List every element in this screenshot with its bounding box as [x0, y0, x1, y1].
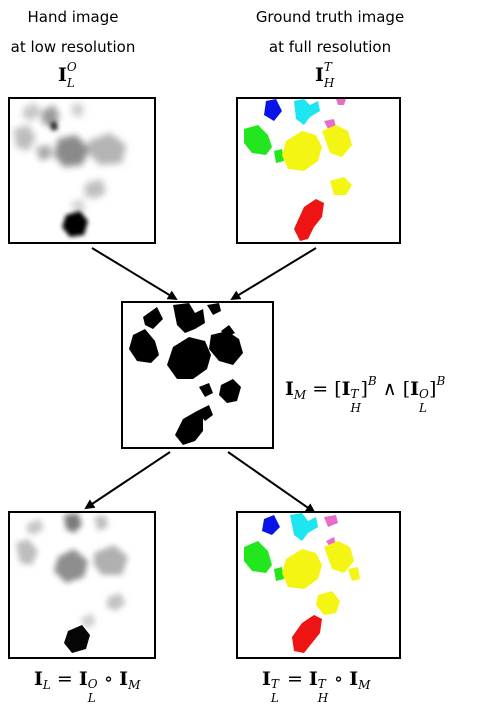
masked-hand-image — [8, 511, 156, 659]
caption-hand-image-line2: at low resolution — [10, 38, 136, 56]
binary-mask-image — [121, 301, 274, 449]
equation-mask: IM = [I T H]B ∧ [I O L]B — [285, 374, 446, 415]
caption-ground-truth-line2: at full resolution — [268, 38, 392, 56]
caption-ground-truth-line1: Ground truth image — [255, 8, 405, 26]
arrow-mask-to-right — [227, 451, 316, 514]
arrow-mask-to-left — [84, 451, 171, 510]
ground-truth-image-full-res — [236, 97, 401, 244]
arrow-gt-to-mask — [230, 247, 317, 301]
caption-hand-image-line1: Hand image — [27, 8, 119, 26]
arrow-hand-to-mask — [91, 247, 178, 301]
masked-ground-truth-image — [236, 511, 401, 659]
hand-image-low-res — [8, 97, 156, 244]
